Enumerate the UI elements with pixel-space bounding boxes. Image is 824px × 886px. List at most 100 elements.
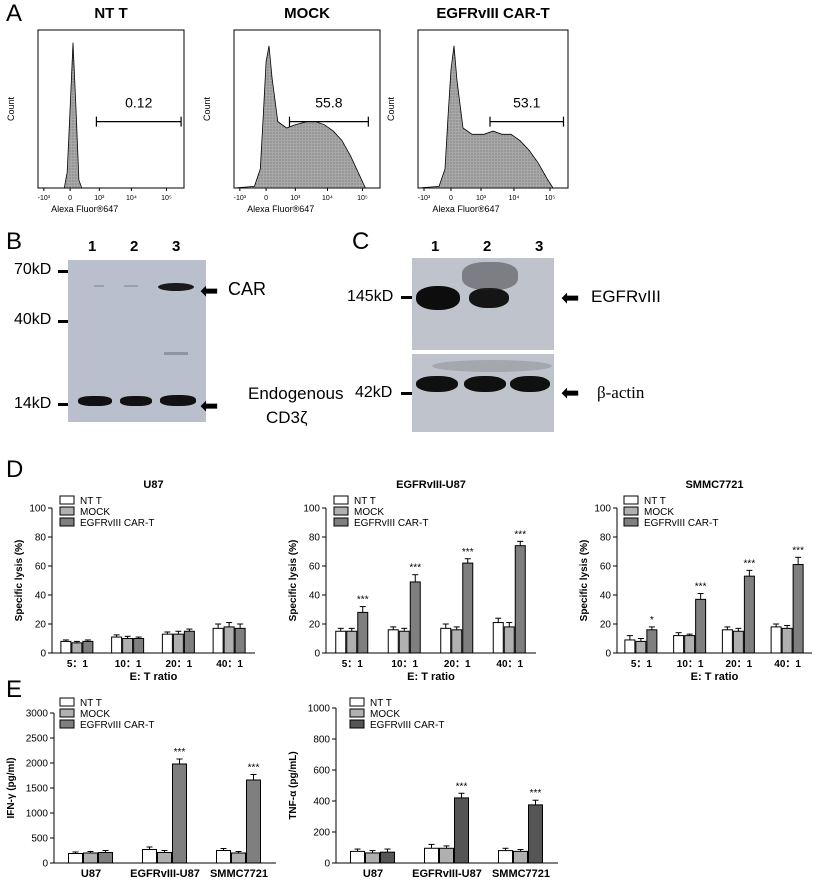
flow-histogram: EGFRvIII CAR-T 53.1 Count -10³ 0 10³ 10⁴ 10⁵ Ale… bbox=[386, 5, 569, 214]
bar bbox=[624, 639, 636, 654]
category-label: U87 bbox=[81, 868, 101, 880]
legend-swatch bbox=[349, 708, 365, 718]
arrow-icon: ⬅ bbox=[200, 278, 219, 303]
bar bbox=[82, 640, 94, 654]
legend-swatch bbox=[333, 506, 349, 516]
bar bbox=[503, 626, 515, 654]
tick-label: 0 bbox=[449, 195, 453, 202]
significance-label: *** bbox=[409, 563, 421, 574]
y-tick-label: 60 bbox=[309, 562, 321, 573]
legend-swatch bbox=[349, 697, 365, 707]
lane-label: 2 bbox=[483, 238, 492, 255]
bar-chart: 0 500 1000 1500 2000 2500 3000 IFN-γ (pg/ml) U87… bbox=[6, 697, 276, 880]
histogram-curve bbox=[417, 45, 568, 189]
smear bbox=[462, 262, 518, 290]
legend-label: EGFRvIII CAR-T bbox=[80, 720, 154, 731]
bar bbox=[440, 627, 452, 654]
marker-tick bbox=[401, 392, 412, 395]
marker-tick bbox=[58, 270, 68, 273]
category-label: U87 bbox=[363, 868, 383, 880]
x-axis-label: Alexa Fluor®647 bbox=[247, 204, 314, 214]
bar bbox=[133, 638, 145, 654]
arrow-icon: ⬅ bbox=[561, 380, 580, 405]
category-label: EGFRvIII-U87 bbox=[130, 868, 200, 880]
legend-swatch bbox=[59, 495, 75, 505]
category-label: SMMC7721 bbox=[492, 868, 550, 880]
bar bbox=[492, 622, 504, 654]
legend-swatch bbox=[349, 719, 365, 729]
significance-label: *** bbox=[792, 545, 804, 556]
y-tick-label: 20 bbox=[35, 620, 47, 631]
legend-swatch bbox=[623, 506, 639, 516]
lane-label: 2 bbox=[130, 238, 139, 255]
bar bbox=[673, 635, 685, 654]
y-tick-label: 400 bbox=[313, 797, 330, 808]
bar-chart: U87 0 20 40 60 80 100 Specific lysis (%) 5：1 10：1… bbox=[14, 479, 255, 683]
x-axis-label: Alexa Fluor®647 bbox=[51, 204, 118, 214]
bar bbox=[142, 849, 157, 864]
y-tick-label: 40 bbox=[35, 591, 47, 602]
bar bbox=[98, 852, 113, 864]
legend-label: EGFRvIII CAR-T bbox=[80, 518, 154, 529]
legend-label: MOCK bbox=[354, 507, 384, 518]
significance-label: *** bbox=[695, 582, 707, 593]
y-tick-label: 1000 bbox=[26, 809, 49, 820]
x-axis-label: E: T ratio bbox=[407, 671, 455, 683]
category-label: 20：1 bbox=[166, 659, 193, 670]
significance-label: *** bbox=[514, 529, 526, 540]
car-label: CAR bbox=[228, 279, 267, 299]
significance-label: *** bbox=[174, 747, 186, 758]
panel-letter-d: D bbox=[6, 456, 24, 483]
tick-label: 10⁵ bbox=[161, 195, 172, 202]
panel-letter-c: C bbox=[352, 228, 370, 255]
tick-label: -10³ bbox=[234, 195, 247, 202]
tick-label: 10⁴ bbox=[509, 195, 520, 202]
y-tick-label: 0 bbox=[40, 649, 46, 660]
y-tick-label: 0 bbox=[605, 649, 611, 660]
gate-value: 0.12 bbox=[125, 95, 152, 111]
bar-chart: 0 200 400 600 800 1000 TNF-α (pg/mL) U87 *** EGFR… bbox=[288, 697, 558, 880]
panel-letter-e: E bbox=[6, 676, 23, 703]
significance-label: *** bbox=[462, 547, 474, 558]
bar bbox=[212, 627, 224, 654]
tick-label: 10⁵ bbox=[545, 195, 556, 202]
arrow-icon: ⬅ bbox=[561, 285, 580, 310]
arrow-icon: ⬅ bbox=[200, 393, 219, 418]
y-axis-label: TNF-α (pg/mL) bbox=[288, 751, 299, 819]
bar bbox=[514, 545, 526, 654]
significance-label: * bbox=[650, 615, 654, 626]
egfr-band-lane-2 bbox=[469, 288, 509, 308]
significance-label: *** bbox=[456, 781, 468, 792]
bar bbox=[172, 763, 187, 864]
bar bbox=[380, 851, 395, 864]
legend-label: MOCK bbox=[80, 507, 110, 518]
flow-histogram: NT T 0.12 Count -10³ 0 10³ 10⁴ 10⁵ Alexa Fluor®6… bbox=[6, 5, 185, 214]
bar bbox=[462, 562, 474, 654]
category-label: 40：1 bbox=[496, 659, 523, 670]
category-label: 40：1 bbox=[216, 659, 243, 670]
category-label: 40：1 bbox=[774, 659, 801, 670]
y-tick-label: 60 bbox=[600, 562, 612, 573]
y-axis-label: IFN-γ (pg/ml) bbox=[6, 757, 17, 818]
flow-cytometry-panel: NT T 0.12 Count -10³ 0 10³ 10⁴ 10⁵ Alexa Fluor®6… bbox=[6, 5, 569, 214]
flow-histogram: MOCK 55.8 Count -10³ 0 10³ 10⁴ 10⁵ Alexa Fluor®6… bbox=[202, 5, 381, 214]
actin-band-lane-3 bbox=[510, 376, 550, 392]
faint-band bbox=[164, 352, 188, 355]
panel-letter-a: A bbox=[6, 0, 23, 27]
cd3-label: Endogenous bbox=[248, 384, 344, 403]
y-tick-label: 80 bbox=[600, 533, 612, 544]
bar bbox=[346, 630, 358, 654]
bar bbox=[246, 779, 261, 864]
bar bbox=[223, 626, 235, 654]
legend-label: MOCK bbox=[370, 709, 400, 720]
panel-letter-b: B bbox=[6, 228, 23, 255]
marker-tick bbox=[58, 403, 68, 406]
category-label: 20：1 bbox=[726, 659, 753, 670]
category-label: 20：1 bbox=[444, 659, 471, 670]
smear bbox=[432, 360, 552, 372]
marker-label: 42kD bbox=[355, 384, 393, 401]
bar bbox=[111, 636, 123, 654]
bar bbox=[122, 638, 134, 654]
bar bbox=[234, 627, 246, 654]
bar bbox=[335, 630, 347, 654]
